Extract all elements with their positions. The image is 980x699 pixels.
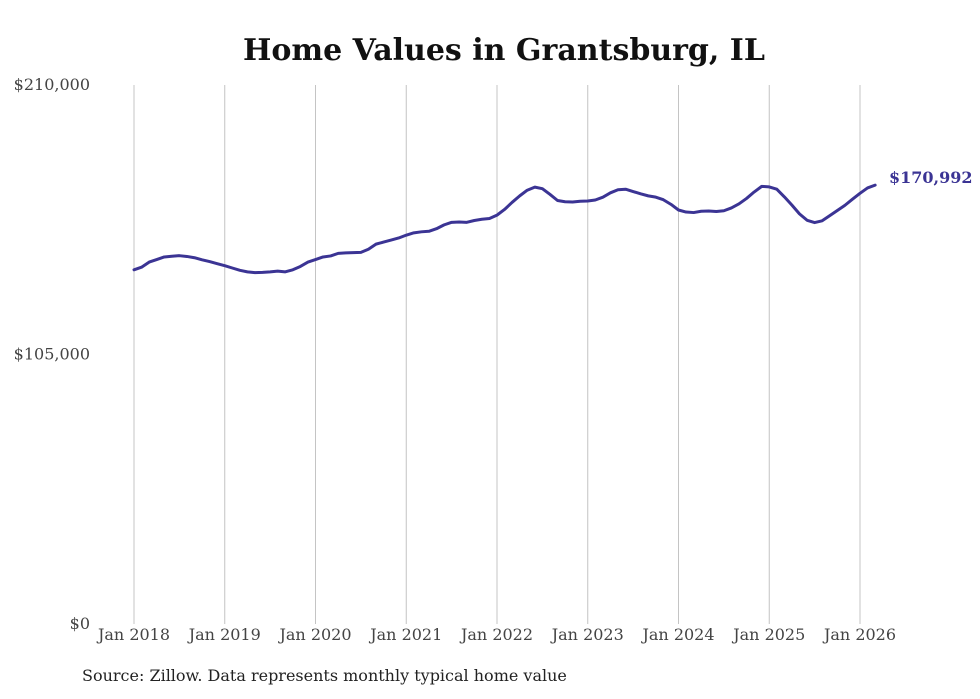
x-tick-label-2024: Jan 2024: [640, 625, 714, 644]
gridlines: [133, 85, 861, 624]
y-axis-ticks: $0 $105,000 $210,000: [14, 75, 90, 633]
y-tick-label-210000: $210,000: [14, 75, 90, 94]
source-note: Source: Zillow. Data represents monthly …: [82, 666, 567, 685]
x-axis-ticks: Jan 2018 Jan 2019 Jan 2020 Jan 2021 Jan 2022…: [96, 625, 896, 644]
x-tick-label-2026: Jan 2026: [822, 625, 896, 644]
end-value-label: $170,992: [889, 168, 973, 187]
x-tick-label-2023: Jan 2023: [550, 625, 624, 644]
x-tick-label-2019: Jan 2019: [187, 625, 261, 644]
x-tick-label-2021: Jan 2021: [368, 625, 442, 644]
x-tick-label-2025: Jan 2025: [731, 625, 805, 644]
series-line-typical-home-value: [132, 183, 877, 275]
y-tick-label-0: $0: [70, 614, 90, 633]
x-tick-label-2022: Jan 2022: [459, 625, 533, 644]
x-tick-label-2020: Jan 2020: [277, 625, 351, 644]
x-tick-label-2018: Jan 2018: [96, 625, 170, 644]
y-tick-label-105000: $105,000: [14, 345, 90, 364]
chart-title: Home Values in Grantsburg, IL: [243, 33, 765, 68]
